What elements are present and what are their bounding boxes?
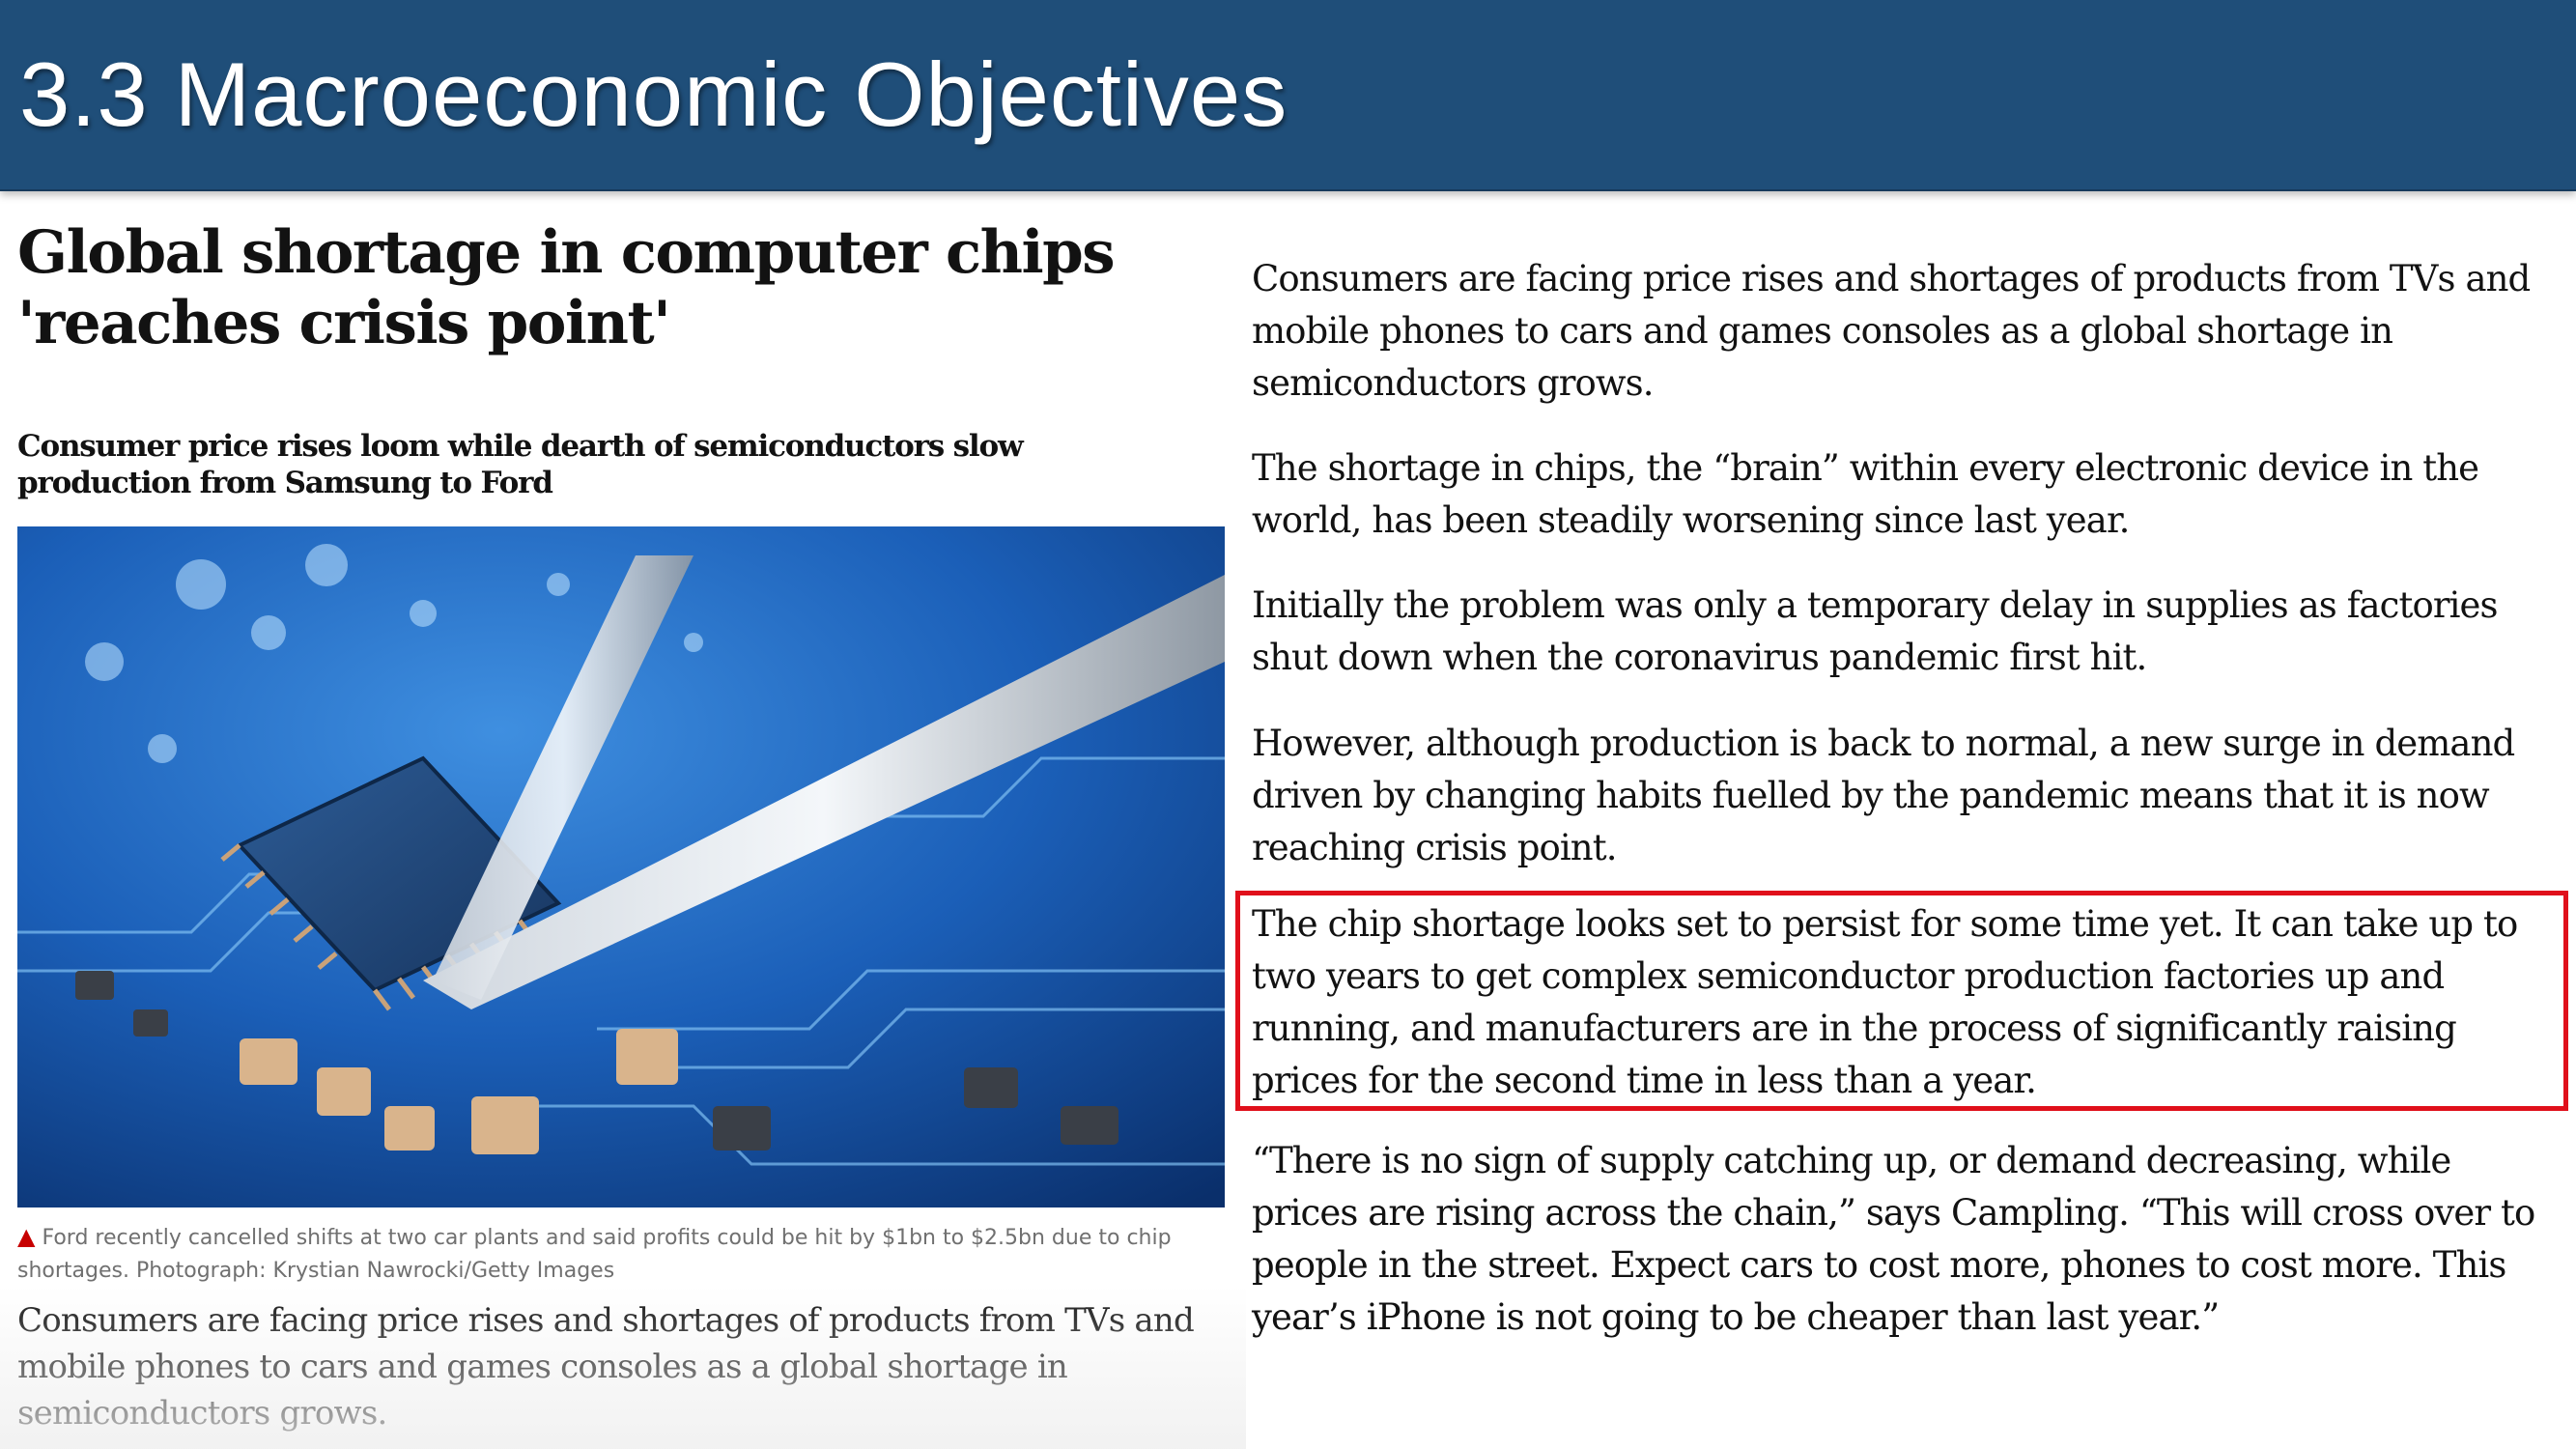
article-lead-paragraph: Consumers are facing price rises and sho… xyxy=(17,1301,1195,1433)
caption-marker-icon: ▲ xyxy=(17,1223,36,1250)
photo-caption: ▲ Ford recently cancelled shifts at two … xyxy=(17,1220,1225,1288)
body-paragraph: The shortage in chips, the “brain” withi… xyxy=(1252,447,2479,541)
article-clipping: Global shortage in computer chips 'reach… xyxy=(17,217,1236,1433)
article-headline: Global shortage in computer chips 'reach… xyxy=(17,218,1116,357)
highlighted-paragraph: The chip shortage looks set to persist f… xyxy=(1252,903,2518,1101)
slide-title-bar: 3.3 Macroeconomic Objectives xyxy=(0,0,2576,191)
body-paragraph: Consumers are facing price rises and sho… xyxy=(1252,258,2531,404)
caption-text: Ford recently cancelled shifts at two ca… xyxy=(17,1226,1172,1283)
highlight-box xyxy=(1235,891,2568,1111)
body-paragraph: Initially the problem was only a tempora… xyxy=(1252,584,2499,678)
body-paragraph: However, although production is back to … xyxy=(1252,723,2515,868)
article-standfirst: Consumer price rises loom while dearth o… xyxy=(17,429,1024,500)
slide-title: 3.3 Macroeconomic Objectives xyxy=(19,43,1288,145)
body-paragraph-quote: “There is no sign of supply catching up,… xyxy=(1252,1140,2535,1338)
circuit-board-illustration xyxy=(17,526,1225,1208)
article-photo xyxy=(17,526,1225,1208)
